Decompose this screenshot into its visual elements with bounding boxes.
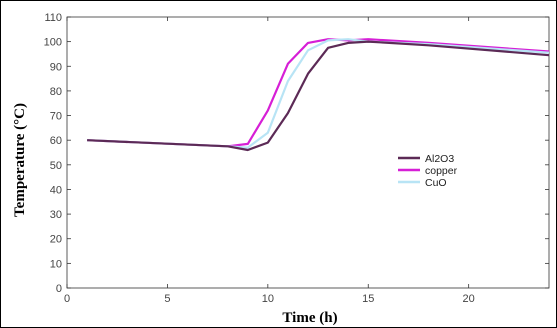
y-tick-label: 60 [50,135,62,147]
series-layer [87,38,550,152]
series-line-copper [87,38,550,148]
x-tick-label: 0 [64,293,70,305]
y-axis-label: Temperature (°C) [12,103,28,217]
plot-area [66,16,550,289]
ticks-layer: 0 10 20 30 40 50 60 70 80 90 100 110 0 5 10 15 20 [44,12,549,305]
plot-box [66,16,550,289]
legend-label-copper: copper [425,165,458,177]
y-tick-label: 20 [50,234,62,246]
legend-label-cuo: CuO [425,177,447,189]
y-tick-label: 110 [44,12,62,24]
x-tick-label: 5 [164,293,170,305]
y-tick-label: 10 [50,258,62,270]
x-axis-label: Time (h) [282,310,337,326]
y-tick-label: 80 [50,86,62,98]
x-tick-label: 20 [463,293,475,305]
series-line-al2o3 [87,40,550,152]
legend-label-al2o3: Al2O3 [425,153,454,165]
y-tick-label: 100 [44,37,62,49]
y-tick-label: 70 [50,111,62,123]
y-tick-label: 30 [50,209,62,221]
y-tick-label: 0 [56,283,62,295]
y-tick-label: 90 [50,61,62,73]
x-tick-label: 15 [362,293,374,305]
x-tick-label: 10 [262,293,274,305]
y-tick-label: 40 [50,184,62,196]
y-tick-label: 50 [50,160,62,172]
